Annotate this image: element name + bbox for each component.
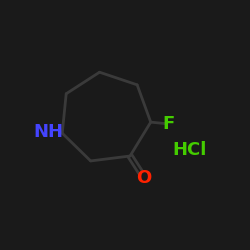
Text: O: O [136, 169, 152, 187]
Text: F: F [162, 115, 174, 133]
Text: NH: NH [34, 123, 64, 141]
Text: HCl: HCl [172, 141, 206, 159]
